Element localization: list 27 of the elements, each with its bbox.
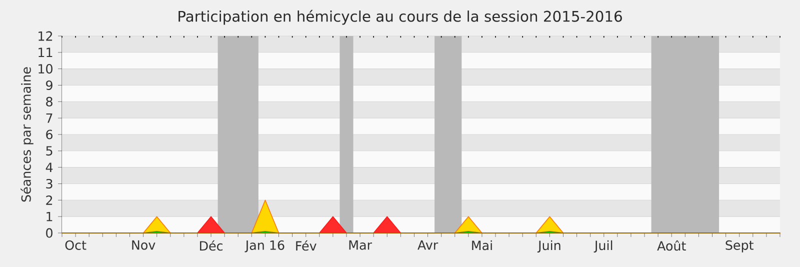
x-tick-label: Jan 16 [244,240,284,252]
x-tick-label: Sept [726,240,754,252]
y-tick-label: 1 [46,212,52,222]
y-tick-label: 7 [46,113,52,123]
y-tick-label: 5 [46,146,52,156]
x-tick-label: Juin [537,240,560,253]
y-tick-label: 10 [38,64,52,74]
y-tick-label: 8 [46,96,52,106]
x-tick-label: Nov [132,240,156,250]
x-tick-label: Juil [594,240,612,253]
y-tick-label: 4 [46,162,53,172]
x-tick-label: Avr [418,240,438,250]
x-tick-label: Fév [296,240,316,251]
y-tick-label: 11 [38,48,52,58]
y-tick-label: 2 [46,195,52,205]
x-tick-label: Mai [472,240,492,250]
chart-title: Participation en hémicycle au cours de la session 2015-2016 [178,10,622,25]
y-tick-label: 12 [38,31,52,41]
x-tick-label: Août [657,240,686,251]
y-tick-label: 9 [46,80,52,90]
y-tick-label: 3 [46,178,52,189]
x-tick-label: Oct [65,240,86,250]
x-tick-label: Mar [349,240,372,250]
x-tick-label: Déc [200,240,223,251]
y-axis-title: Séances par semaine [20,67,34,202]
y-tick-label: 0 [46,228,52,238]
y-tick-label: 6 [46,130,52,140]
